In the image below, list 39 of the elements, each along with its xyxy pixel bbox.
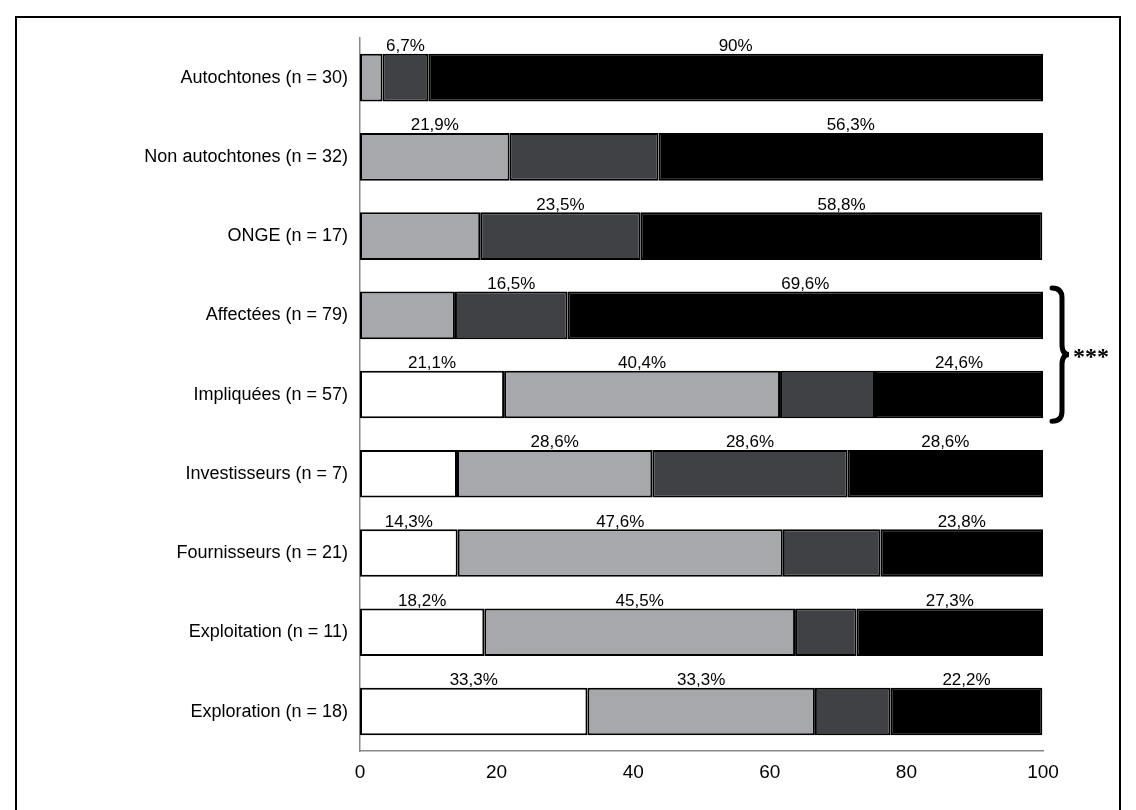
data-label: 28,6% <box>725 432 775 452</box>
data-label: 45,5% <box>615 590 664 610</box>
y-tick-label: ONGE (n = 17) <box>227 225 348 246</box>
data-label: 58,8% <box>817 194 866 214</box>
x-tick-label: 0 <box>354 760 366 782</box>
data-label: 40,4% <box>617 353 667 373</box>
y-tick-label: Affectées (n = 79) <box>205 304 348 325</box>
data-label: 21,9% <box>410 115 459 135</box>
y-tick-label: Investisseurs (n = 7) <box>185 462 348 483</box>
x-tick-label: 80 <box>895 760 917 782</box>
y-tick-label: Non autochtones (n = 32) <box>144 145 348 166</box>
data-label: 18,2% <box>398 590 447 610</box>
data-label: 47,6% <box>596 511 645 531</box>
text: *** <box>1073 342 1109 370</box>
data-label: 6,7% <box>386 36 425 56</box>
x-tick-label: 40 <box>622 760 644 782</box>
data-label: 23,5% <box>536 194 585 214</box>
data-label: 33,3% <box>449 669 498 689</box>
data-label: 22,2% <box>942 669 991 689</box>
data-label: 90% <box>718 36 753 56</box>
x-tick-label: 20 <box>486 760 508 782</box>
data-label: 28,6% <box>921 432 970 452</box>
y-tick-label: Exploitation (n = 11) <box>188 621 348 642</box>
data-label: 14,3% <box>384 511 433 531</box>
data-label: 27,3% <box>925 590 974 610</box>
data-label: 69,6% <box>781 273 830 293</box>
y-tick-label: Impliquées (n = 57) <box>193 383 348 404</box>
data-label: 28,6% <box>530 432 579 452</box>
data-label: 33,3% <box>677 669 726 689</box>
x-tick-label: 60 <box>759 760 781 782</box>
y-tick-label: Autochtones (n = 30) <box>180 66 348 87</box>
y-tick-label: Exploration (n = 18) <box>190 700 348 721</box>
data-label: 23,8% <box>937 511 986 531</box>
y-tick-label: Fournisseurs (n = 21) <box>176 542 348 563</box>
data-label: 56,3% <box>826 115 875 135</box>
data-label: 16,5% <box>487 273 536 293</box>
x-tick-label: 100 <box>1027 760 1059 782</box>
data-label: 24,6% <box>934 353 984 373</box>
data-label: 21,1% <box>407 353 457 373</box>
